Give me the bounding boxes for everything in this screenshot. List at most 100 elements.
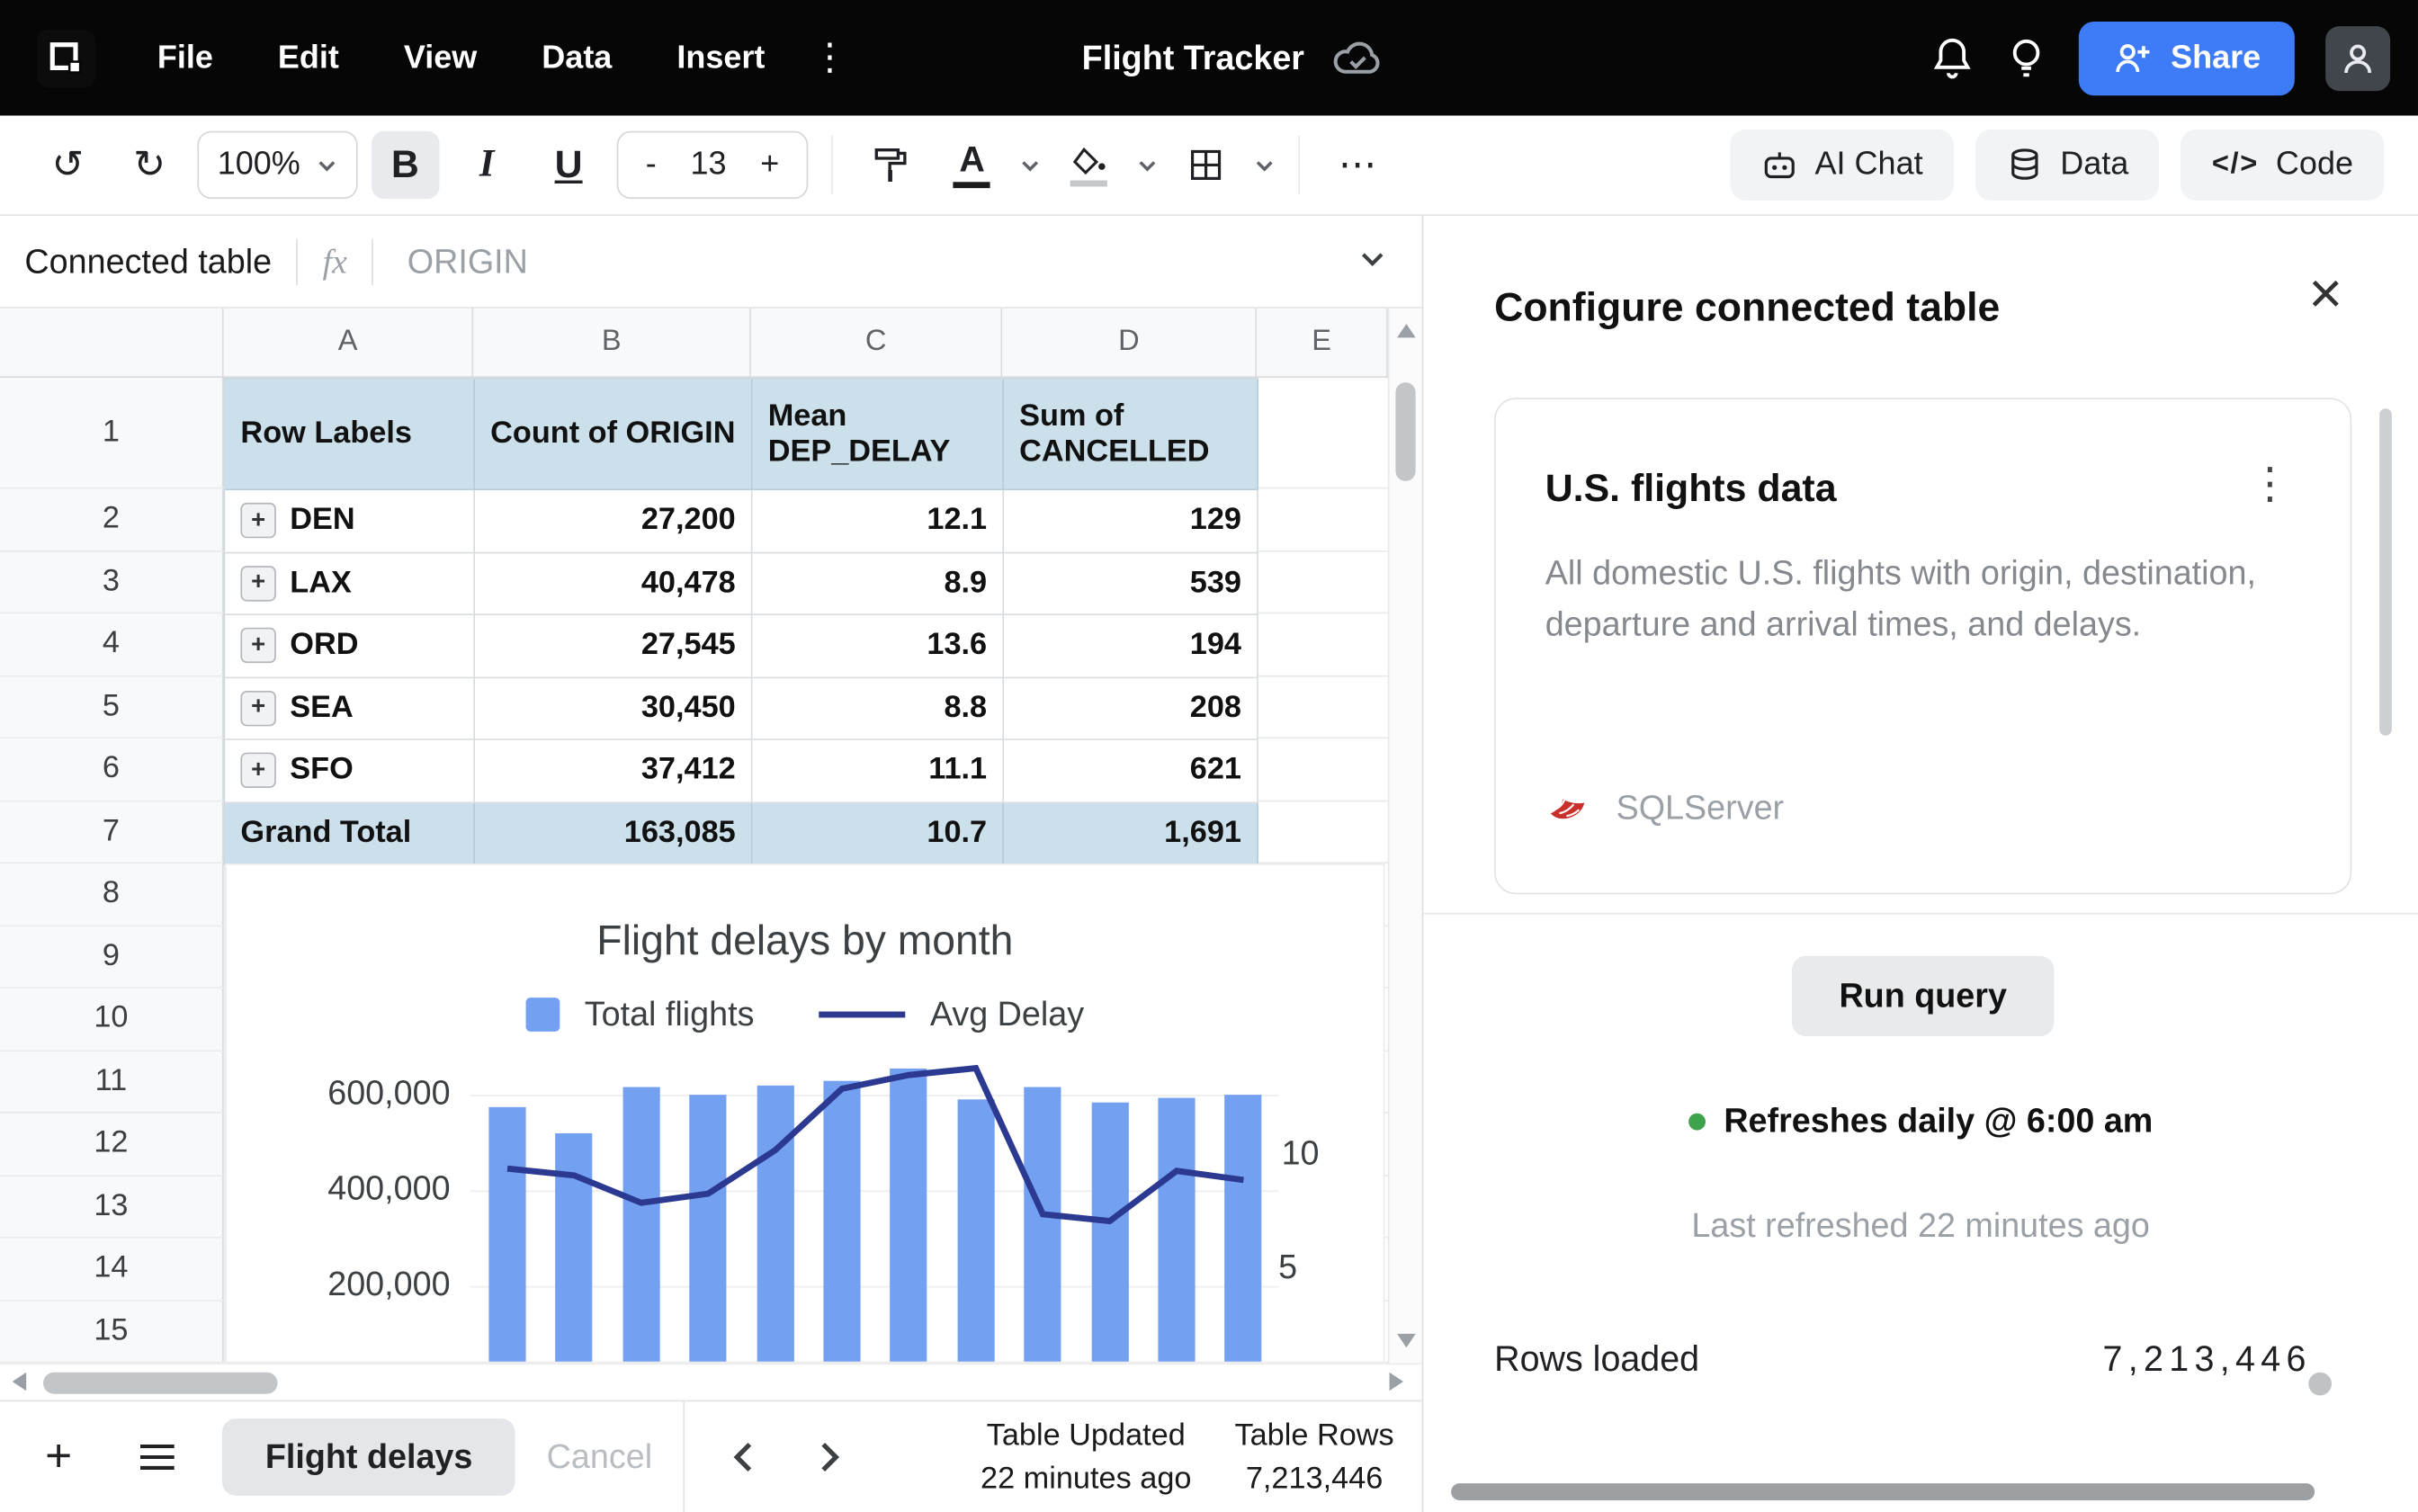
- italic-button[interactable]: I: [479, 143, 495, 185]
- col-header-B[interactable]: B: [473, 308, 751, 378]
- pivot-value-cell[interactable]: 27,200: [474, 490, 753, 553]
- chevron-down-icon[interactable]: [1254, 158, 1276, 172]
- document-title[interactable]: Flight Tracker: [1081, 37, 1305, 76]
- expand-icon[interactable]: +: [240, 752, 276, 789]
- feedback-lightbulb-icon[interactable]: [2004, 35, 2047, 81]
- pivot-header-cell[interactable]: Sum of CANCELLED: [1003, 379, 1258, 491]
- total-label-cell[interactable]: Grand Total: [225, 802, 475, 865]
- row-header-2[interactable]: 2: [0, 488, 224, 550]
- pivot-label-cell[interactable]: + DEN: [225, 490, 475, 553]
- row-header-3[interactable]: 3: [0, 550, 224, 613]
- v-scroll-thumb[interactable]: [1395, 382, 1416, 481]
- pivot-label-cell[interactable]: + SEA: [225, 677, 475, 740]
- account-avatar[interactable]: [2325, 25, 2391, 91]
- close-icon[interactable]: ×: [2308, 262, 2343, 327]
- sheet-grid[interactable]: A B C D E 1 2 3 4 5 6 7 8 9 10 11 12 13 14 15 Row Labels Cou…: [0, 308, 1422, 1364]
- col-header-D[interactable]: D: [1002, 308, 1258, 378]
- formula-bar-expand-icon[interactable]: [1357, 247, 1388, 275]
- pivot-value-cell[interactable]: 208: [1003, 677, 1258, 740]
- row-header-12[interactable]: 12: [0, 1113, 224, 1175]
- scroll-right-icon[interactable]: [1389, 1372, 1403, 1391]
- menu-item-file[interactable]: File: [157, 39, 213, 76]
- row-header-14[interactable]: 14: [0, 1238, 224, 1300]
- scroll-down-icon[interactable]: [1397, 1333, 1416, 1348]
- expand-icon[interactable]: +: [240, 503, 276, 539]
- pivot-value-cell[interactable]: 27,545: [474, 614, 753, 678]
- pivot-label-cell[interactable]: + LAX: [225, 552, 475, 615]
- ai-chat-button[interactable]: AI Chat: [1730, 129, 1954, 201]
- pivot-label-cell[interactable]: + ORD: [225, 614, 475, 678]
- format-painter-icon[interactable]: [856, 131, 924, 199]
- menu-item-insert[interactable]: Insert: [676, 39, 766, 76]
- scroll-left-icon[interactable]: [12, 1372, 27, 1391]
- select-all-corner[interactable]: [0, 308, 224, 378]
- add-sheet-button[interactable]: +: [45, 1430, 73, 1481]
- row-header-7[interactable]: 7: [0, 801, 224, 863]
- row-header-5[interactable]: 5: [0, 675, 224, 738]
- pivot-value-cell[interactable]: 37,412: [474, 739, 753, 803]
- expand-icon[interactable]: +: [240, 565, 276, 602]
- sheet-tab-cancel[interactable]: Cancel: [546, 1436, 653, 1476]
- pivot-value-cell[interactable]: 30,450: [474, 677, 753, 740]
- row-header-10[interactable]: 10: [0, 988, 224, 1050]
- formula-input[interactable]: ORIGIN: [407, 241, 528, 281]
- pivot-value-cell[interactable]: 8.8: [752, 677, 1004, 740]
- pivot-header-cell[interactable]: Row Labels: [225, 379, 475, 491]
- total-value-cell[interactable]: 10.7: [752, 802, 1004, 865]
- text-color-button[interactable]: A: [938, 131, 1006, 199]
- undo-button[interactable]: ↺: [51, 143, 85, 187]
- data-button[interactable]: Data: [1975, 129, 2160, 201]
- redo-button[interactable]: ↻: [133, 143, 166, 187]
- row-header-1[interactable]: 1: [0, 377, 224, 488]
- zoom-select[interactable]: 100%: [197, 130, 358, 200]
- next-sheet-icon[interactable]: [802, 1423, 857, 1490]
- pivot-header-cell[interactable]: Count of ORIGIN: [474, 379, 753, 491]
- run-query-button[interactable]: Run query: [1791, 955, 2055, 1036]
- row-header-11[interactable]: 11: [0, 1051, 224, 1112]
- app-logo-icon[interactable]: [37, 28, 96, 87]
- embedded-chart[interactable]: Flight delays by month Total flights Avg…: [225, 863, 1385, 1364]
- menu-item-data[interactable]: Data: [542, 39, 613, 76]
- font-size-decrease[interactable]: -: [645, 146, 657, 183]
- row-header-4[interactable]: 4: [0, 613, 224, 675]
- total-value-cell[interactable]: 1,691: [1003, 802, 1258, 865]
- pivot-value-cell[interactable]: 40,478: [474, 552, 753, 615]
- v-scrollbar[interactable]: [1387, 308, 1422, 1364]
- h-scroll-thumb[interactable]: [42, 1372, 278, 1394]
- row-header-6[interactable]: 6: [0, 738, 224, 800]
- row-header-13[interactable]: 13: [0, 1176, 224, 1237]
- row-header-15[interactable]: 15: [0, 1300, 224, 1362]
- notifications-bell-icon[interactable]: [1930, 35, 1974, 81]
- panel-v-scroll-thumb[interactable]: [2379, 408, 2392, 736]
- col-header-E[interactable]: E: [1257, 308, 1388, 378]
- more-tools-button[interactable]: ⋯: [1338, 143, 1377, 187]
- pivot-value-cell[interactable]: 194: [1003, 614, 1258, 678]
- pivot-value-cell[interactable]: 621: [1003, 739, 1258, 803]
- pivot-value-cell[interactable]: 8.9: [752, 552, 1004, 615]
- prev-sheet-icon[interactable]: [715, 1423, 771, 1490]
- pivot-value-cell[interactable]: 129: [1003, 490, 1258, 553]
- expand-icon[interactable]: +: [240, 690, 276, 726]
- col-header-C[interactable]: C: [750, 308, 1003, 378]
- h-scrollbar[interactable]: [0, 1363, 1422, 1400]
- bold-button[interactable]: B: [371, 130, 440, 200]
- scroll-up-icon[interactable]: [1397, 323, 1416, 338]
- pivot-value-cell[interactable]: 12.1: [752, 490, 1004, 553]
- share-button[interactable]: Share: [2078, 21, 2295, 95]
- pivot-header-cell[interactable]: Mean DEP_DELAY: [752, 379, 1004, 491]
- sheet-tab-flight-delays[interactable]: Flight delays: [221, 1418, 516, 1496]
- pivot-value-cell[interactable]: 13.6: [752, 614, 1004, 678]
- total-value-cell[interactable]: 163,085: [474, 802, 753, 865]
- row-header-9[interactable]: 9: [0, 926, 224, 988]
- menu-overflow-icon[interactable]: ⋮: [810, 37, 848, 79]
- sheet-list-icon[interactable]: [123, 1423, 191, 1490]
- font-size-increase[interactable]: +: [760, 146, 780, 183]
- expand-icon[interactable]: +: [240, 628, 276, 664]
- menu-item-edit[interactable]: Edit: [277, 39, 339, 76]
- kebab-menu-icon[interactable]: ⋮: [2248, 459, 2292, 507]
- pivot-value-cell[interactable]: 11.1: [752, 739, 1004, 803]
- code-button[interactable]: </> Code: [2181, 129, 2385, 201]
- font-size-stepper[interactable]: - 13 +: [616, 130, 809, 200]
- row-header-8[interactable]: 8: [0, 863, 224, 925]
- chevron-down-icon[interactable]: [1137, 158, 1159, 172]
